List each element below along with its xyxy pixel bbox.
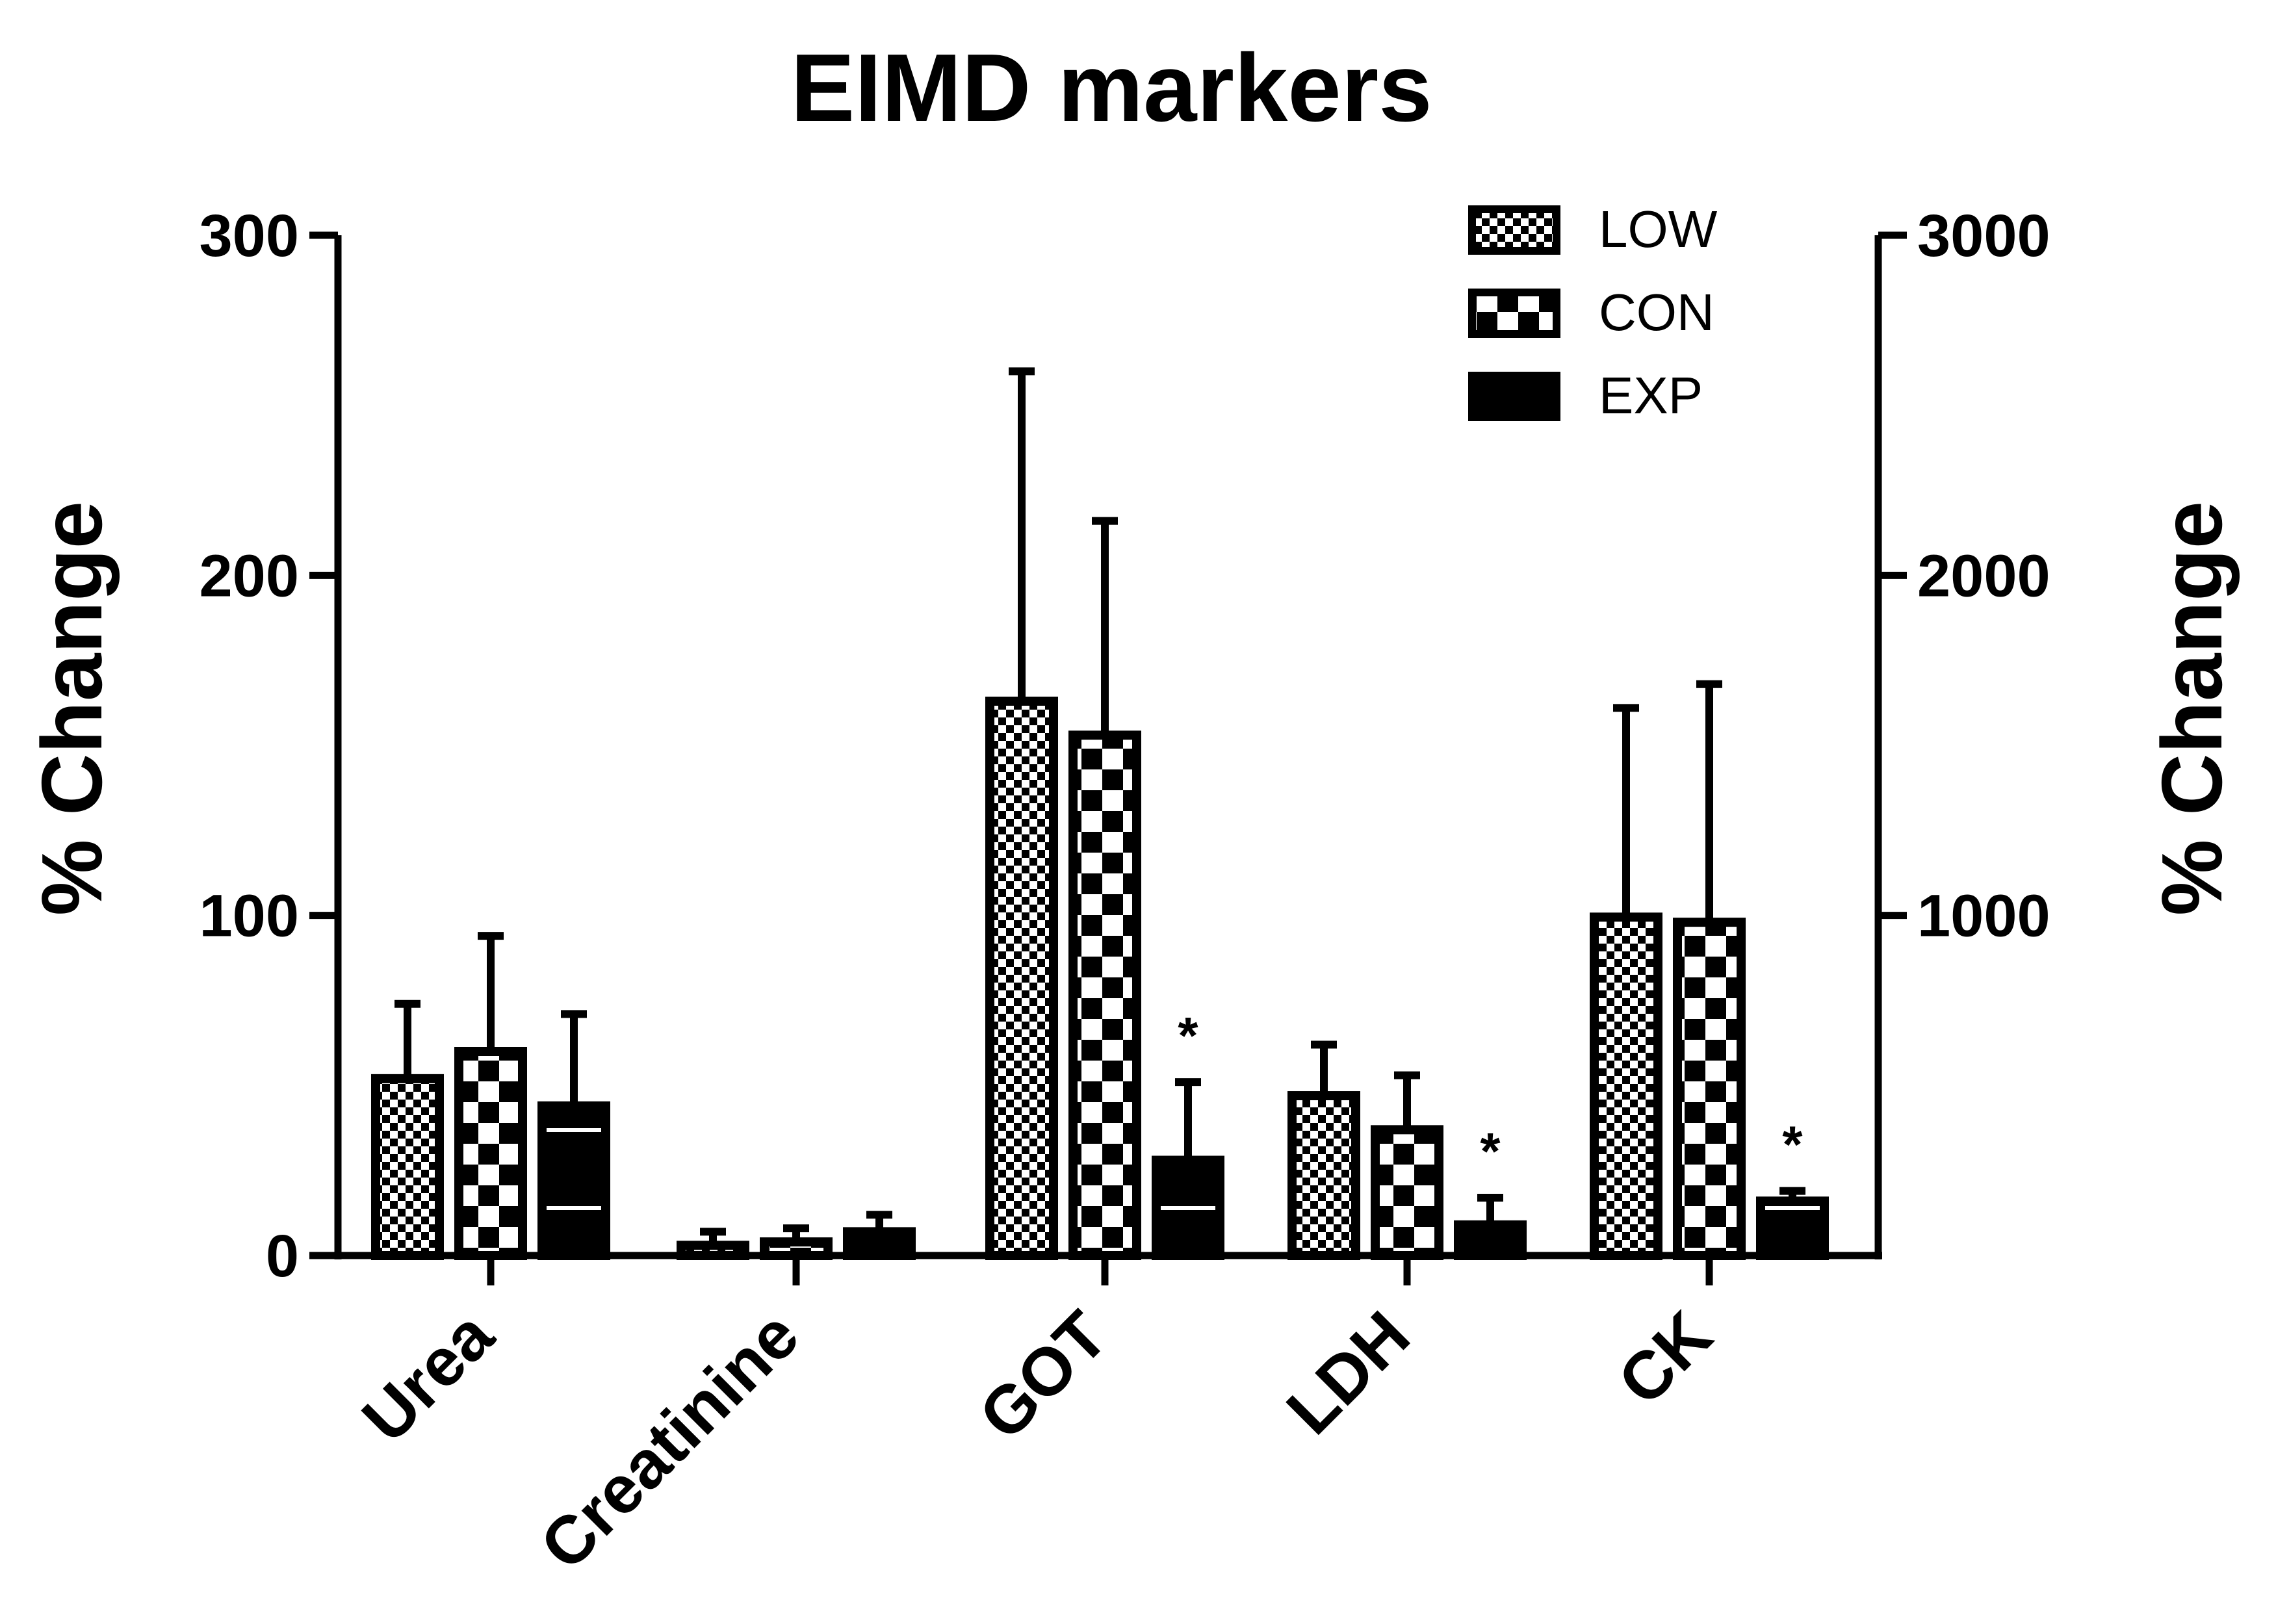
category-label: GOT (965, 1297, 1122, 1454)
legend-label-con: CON (1599, 283, 1714, 341)
legend: LOW CON EXP (1468, 200, 1718, 424)
category-label: CK (1604, 1297, 1726, 1419)
bar-con-creatinine (760, 1237, 833, 1260)
bar-low-creatinine (677, 1241, 749, 1261)
significance-annotations: * * * (1178, 1007, 1803, 1180)
bar-exp-ck (1756, 1196, 1829, 1261)
left-tick-label: 200 (200, 543, 300, 609)
significance-star: * (1782, 1116, 1803, 1174)
category-label: LDH (1273, 1297, 1424, 1449)
left-tick-label: 300 (200, 203, 300, 269)
bar-con-ldh (1371, 1125, 1443, 1261)
bar-exp-got (1152, 1155, 1224, 1261)
category-labels: Urea Creatinine GOT LDH CK (348, 1296, 1727, 1584)
left-y-axis-label: % Change (24, 501, 120, 916)
left-y-axis: 0 100 200 300 (200, 203, 342, 1289)
category-label: Creatinine (526, 1297, 814, 1584)
bar-low-ldh (1287, 1091, 1360, 1260)
legend-swatch-low (1468, 205, 1560, 255)
bar-con-got (1068, 730, 1141, 1261)
right-y-axis-label: % Change (2144, 501, 2240, 916)
bar-low-got (985, 696, 1058, 1260)
legend-swatch-exp (1468, 372, 1560, 421)
right-y-axis: 1000 2000 3000 (1874, 203, 2050, 1259)
legend-swatch-con (1468, 289, 1560, 338)
significance-star: * (1480, 1122, 1501, 1180)
left-tick-label: 0 (266, 1223, 299, 1289)
left-tick-label: 100 (200, 883, 300, 949)
bar-exp-creatinine (843, 1227, 916, 1261)
right-tick-label: 1000 (1917, 883, 2050, 949)
significance-star: * (1178, 1007, 1198, 1064)
bar-con-urea (454, 1047, 527, 1260)
bar-exp-ldh (1454, 1220, 1527, 1261)
bar-con-ck (1673, 918, 1746, 1260)
legend-label-exp: EXP (1599, 367, 1703, 424)
chart-title: EIMD markers (790, 34, 1432, 142)
bar-exp-urea (537, 1101, 610, 1260)
legend-label-low: LOW (1599, 200, 1718, 258)
category-label: Urea (348, 1296, 508, 1456)
right-tick-label: 3000 (1917, 203, 2050, 269)
bar-low-urea (371, 1074, 444, 1261)
bars (371, 367, 1829, 1261)
right-tick-label: 2000 (1917, 543, 2050, 609)
bar-low-ck (1590, 912, 1662, 1260)
